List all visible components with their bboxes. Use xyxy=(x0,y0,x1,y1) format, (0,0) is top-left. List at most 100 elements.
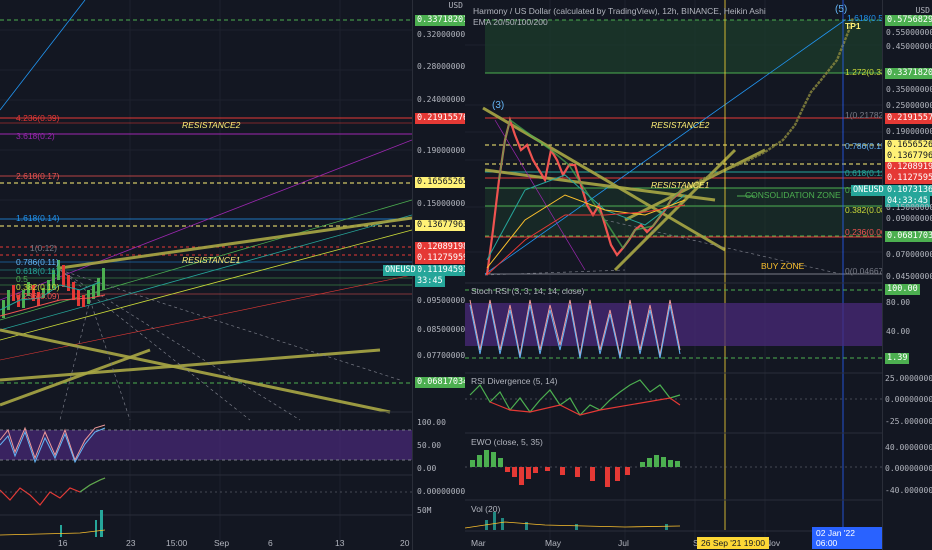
left-price-tick: 0.09500000 xyxy=(417,296,466,305)
right-date-label: Nov xyxy=(765,538,781,548)
left-price-tag: 0.13677963 xyxy=(415,220,471,231)
left-chart-panel[interactable]: RESISTANCE2 RESISTANCE1 4.236(0.39) 3.61… xyxy=(0,0,412,550)
left-price-tick: 0.28000000 xyxy=(417,62,466,71)
left-osc-tick: 50.00 xyxy=(417,441,442,450)
left-price-tick: 0.24000000 xyxy=(417,95,466,104)
left-currency-label: USD xyxy=(448,1,463,10)
left-resistance1-label: RESISTANCE1 xyxy=(182,255,241,265)
right-ewo-tick: -40.00000000 xyxy=(885,486,932,495)
left-price-tag: 0.11194591 xyxy=(415,265,471,276)
right-div-tick: 25.00000000 xyxy=(885,374,932,383)
right-price-tag: 04:33:45 xyxy=(885,196,930,207)
crosshair-date-yellow: 26 Sep '21 19:00 xyxy=(697,537,770,549)
left-price-tag: 0.12089198 xyxy=(415,242,471,253)
right-resistance1-label: RESISTANCE1 xyxy=(651,180,710,190)
right-fib-label: 0.5 xyxy=(845,185,857,195)
right-symbol-tag: ONEUSD xyxy=(851,185,886,196)
right-price-tag: 0.10731363 xyxy=(885,185,932,196)
stoch-rsi-label[interactable]: Stoch RSI (3, 3, 14, 14, close) xyxy=(471,286,585,296)
right-price-tick: 0.19000000 xyxy=(886,127,932,136)
consolidation-zone-label: CONSOLIDATION ZONE xyxy=(745,190,841,200)
right-price-axis[interactable]: USD 0.57568295 0.55000000 0.45000000 0.3… xyxy=(882,0,932,550)
left-fib-label: 0.236(0.09) xyxy=(16,291,60,301)
right-fib-label: 0.382(0.0848) xyxy=(845,205,882,215)
left-price-tag: 0.11275959 xyxy=(415,253,471,264)
left-date-label: Sep xyxy=(214,538,230,548)
left-date-label: 15:00 xyxy=(166,538,188,548)
right-price-tick: 0.55000000 xyxy=(886,28,932,37)
right-fib-label: 1(0.2178271) xyxy=(845,110,882,120)
left-fib-label: 0.618(0.11) xyxy=(16,266,59,276)
right-price-tag: 0.57568295 xyxy=(885,15,932,26)
right-price-tag: 100.00 xyxy=(885,284,920,295)
crosshair-date-blue: 02 Jan '22 06:00 xyxy=(812,527,882,549)
wave-3-label: (3) xyxy=(492,100,505,111)
right-div-tick: 0.00000000 xyxy=(885,395,932,404)
right-fib-label: 0.786(0.1568) xyxy=(845,141,882,151)
right-fib-label: 1.618(0.5608) xyxy=(847,13,882,23)
left-fib-label: 2.618(0.17) xyxy=(16,171,60,181)
left-date-label: 20 xyxy=(400,538,410,548)
left-fib-label: 4.236(0.39) xyxy=(16,113,60,123)
left-div-tick: 0.00000000 xyxy=(417,487,466,496)
tp1-label: TP1 xyxy=(845,21,861,31)
left-date-label: 13 xyxy=(335,538,345,548)
left-osc-tick: 100.00 xyxy=(417,418,446,427)
right-price-tick: 0.04500000 xyxy=(886,272,932,281)
left-date-label: 6 xyxy=(268,538,273,548)
right-price-tick: 0.35000000 xyxy=(886,85,932,94)
right-fib-label: 0.618(0.1209) xyxy=(845,168,882,178)
right-ewo-tick: 40.00000000 xyxy=(885,443,932,452)
left-osc-tick: 0.00 xyxy=(417,464,437,473)
left-fib-label: 1.618(0.14) xyxy=(16,213,60,223)
left-fib-label: 3.618(0.2) xyxy=(16,131,55,141)
right-price-tick: 0.09000000 xyxy=(886,214,932,223)
volume-label[interactable]: Vol (20) xyxy=(471,504,501,514)
right-chart-drawing xyxy=(465,0,882,550)
right-price-tag: 0.06817034 xyxy=(885,231,932,242)
left-price-tick: 0.07700000 xyxy=(417,351,466,360)
right-rsi-tick: 40.00 xyxy=(886,327,911,336)
left-price-tick: 0.19000000 xyxy=(417,146,466,155)
left-symbol-tag: ONEUSD xyxy=(383,265,418,276)
right-date-label: Mar xyxy=(471,538,486,548)
left-price-tag: 0.16565265 xyxy=(415,177,471,188)
right-price-tag: 1.39 xyxy=(885,353,910,364)
ema-indicator-label[interactable]: EMA 20/50/100/200 xyxy=(473,17,548,27)
chart-title[interactable]: Harmony / US Dollar (calculated by Tradi… xyxy=(473,6,766,16)
left-price-tag: 0.21915576 xyxy=(415,113,471,124)
right-price-tag: 0.16565265 xyxy=(885,140,932,151)
right-price-tag: 0.21915576 xyxy=(885,113,932,124)
right-fib-label: 0(0.0466779) xyxy=(845,266,882,276)
right-price-tick: 0.45000000 xyxy=(886,42,932,51)
left-price-axis[interactable]: USD 0.33718201 0.32000000 0.28000000 0.2… xyxy=(412,0,471,550)
left-price-tick: 0.15000000 xyxy=(417,199,466,208)
right-price-tag: 0.13677963 xyxy=(885,151,932,162)
left-fib-label: 0.382(0.10) xyxy=(16,282,60,292)
right-price-tag: 0.11275959 xyxy=(885,173,932,184)
right-ewo-tick: 0.00000000 xyxy=(885,464,932,473)
rsi-divergence-label[interactable]: RSI Divergence (5, 14) xyxy=(471,376,558,386)
right-rsi-tick: 80.00 xyxy=(886,298,911,307)
right-price-tick: 0.15000000 xyxy=(886,203,932,212)
left-date-label: 16 xyxy=(58,538,68,548)
left-fib-label: 0.786(0.11) xyxy=(16,257,59,267)
right-price-tag: 0.33718201 xyxy=(885,68,932,79)
left-chart-drawing xyxy=(0,0,412,550)
left-price-tick: 0.32000000 xyxy=(417,30,466,39)
left-price-tag: 0.06817034 xyxy=(415,377,471,388)
left-fib-label: 0.5 xyxy=(16,274,28,284)
right-date-label: May xyxy=(545,538,562,548)
left-vol-tick: 50M xyxy=(417,506,432,515)
ewo-label[interactable]: EWO (close, 5, 35) xyxy=(471,437,543,447)
left-price-tick: 0.08500000 xyxy=(417,325,466,334)
right-chart-panel[interactable]: Harmony / US Dollar (calculated by Tradi… xyxy=(465,0,882,550)
right-price-tag: 0.12089198 xyxy=(885,162,932,173)
left-resistance2-label: RESISTANCE2 xyxy=(182,120,241,130)
buy-zone-label: BUY ZONE xyxy=(761,261,805,271)
left-fib-label: 1(0.12) xyxy=(30,243,57,253)
right-fib-label: 1.272(0.331) xyxy=(845,67,882,77)
left-date-label: 23 xyxy=(126,538,136,548)
right-currency-label: USD xyxy=(915,6,930,15)
right-price-tick: 0.25000000 xyxy=(886,101,932,110)
